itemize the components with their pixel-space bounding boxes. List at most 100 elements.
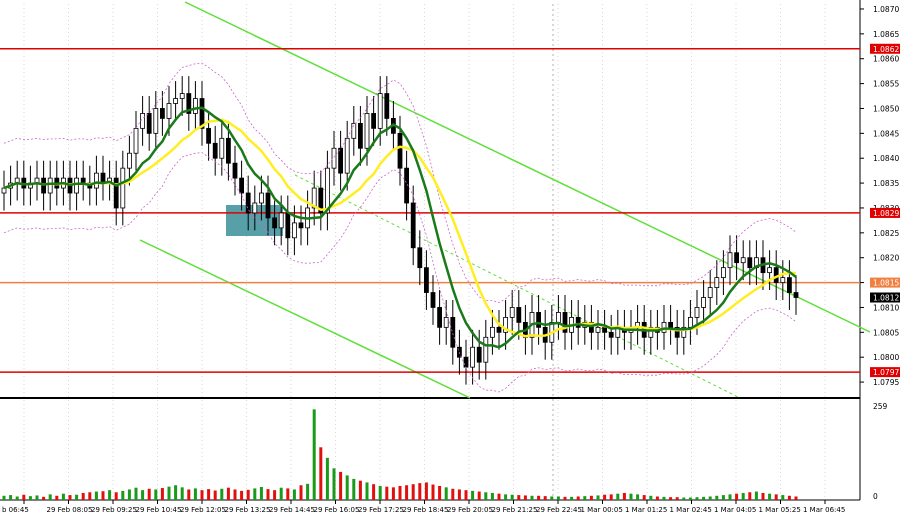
current-price-tag-label: 1.0812 — [873, 294, 899, 303]
volume-bar — [134, 487, 138, 500]
price-tick-label: 1.0825 — [873, 229, 899, 238]
level-price-tag — [870, 43, 900, 54]
ma-fast-line — [3, 106, 797, 349]
moving-averages — [3, 62, 797, 393]
level-price-tag-label: 1.0815 — [873, 279, 899, 288]
volume-bar — [451, 488, 455, 500]
volume-bar — [556, 496, 560, 500]
candle-body — [232, 162, 238, 179]
candle-body — [714, 277, 720, 288]
volume-bar — [787, 495, 791, 500]
candle-body — [278, 212, 284, 229]
volume-bar — [42, 496, 46, 500]
candle-body — [423, 267, 429, 293]
volume-bar — [490, 492, 494, 500]
candle-body — [701, 297, 706, 308]
candle-body — [595, 326, 601, 333]
volume-bar — [781, 495, 785, 500]
candle-body — [417, 247, 423, 269]
candle-body — [668, 321, 673, 328]
volume-bar — [273, 490, 277, 500]
volume-bar — [702, 496, 706, 500]
volume-bar — [537, 495, 541, 500]
candle-body — [252, 202, 258, 214]
volume-bar — [259, 487, 263, 500]
candle-body — [681, 326, 687, 338]
candle-body — [159, 108, 165, 119]
volume-bar — [649, 495, 653, 500]
volume-bar — [669, 497, 673, 500]
candle-body — [727, 252, 733, 269]
volume-bar — [708, 496, 712, 500]
volume-bar — [101, 491, 105, 500]
volume-bar — [299, 485, 303, 500]
candle-body — [740, 257, 746, 264]
volume-bar — [2, 495, 6, 500]
candle-body — [430, 292, 436, 308]
volume-bar — [622, 492, 626, 500]
candle-body — [410, 202, 416, 249]
candle-body — [331, 147, 337, 169]
volume-bar — [741, 492, 745, 500]
candle-body — [265, 192, 271, 219]
candle-body — [113, 177, 119, 209]
level-price-tag-label: 1.0862 — [873, 45, 899, 54]
time-tick-label: 29 Feb 21:25 — [492, 506, 538, 514]
volume-bar — [616, 493, 620, 500]
volume-bar — [748, 492, 752, 500]
candle-body — [694, 307, 700, 318]
candle-body — [443, 317, 449, 328]
volume-bar — [306, 483, 310, 500]
volume-bar — [504, 494, 508, 500]
price-axis: 1.0870 1.0865 1.0860 1.0855 1.0850 1.0845 1.08… — [860, 5, 900, 501]
candle-body — [688, 317, 693, 328]
volume-bar — [279, 487, 283, 500]
candle-body — [258, 192, 264, 204]
candle-body — [153, 108, 159, 134]
volume-bar — [457, 489, 461, 500]
volume-bar — [319, 447, 323, 500]
volume-bar — [728, 494, 732, 500]
candle-body — [470, 346, 476, 368]
level-price-tag-label: 1.0797 — [873, 368, 899, 377]
candle-body — [357, 122, 363, 149]
price-tick-label: 1.0835 — [873, 179, 899, 188]
volume-bar — [563, 496, 567, 500]
envelope-upper-line — [3, 62, 797, 303]
candle-body — [483, 336, 489, 363]
volume-bar — [22, 494, 26, 500]
candle-body — [80, 177, 86, 184]
price-tick-label: 1.0855 — [873, 80, 899, 89]
volume-bar — [253, 488, 257, 500]
candle-body — [74, 177, 79, 194]
candle-body — [285, 212, 291, 239]
volume-bar — [94, 491, 98, 500]
volume-bar — [754, 491, 758, 500]
candle-body — [225, 137, 231, 164]
candle-body — [602, 326, 607, 333]
volume-bar — [497, 493, 501, 500]
volume-bar — [220, 488, 224, 500]
volume-bar — [378, 485, 382, 500]
volume-bar — [721, 495, 725, 500]
candle-body — [324, 167, 330, 214]
volume-bar — [543, 496, 547, 500]
price-tick-label: 1.0800 — [873, 353, 899, 362]
time-tick-label: 29 Feb 12:05 — [180, 506, 226, 514]
candle-body — [556, 312, 561, 323]
volume-bar — [207, 489, 211, 500]
volume-bar — [391, 487, 395, 500]
volume-bar — [589, 495, 593, 500]
volume-bar — [444, 487, 448, 500]
time-tick-label: 29 Feb 08:05 — [47, 506, 93, 514]
volume-bar — [794, 496, 798, 500]
candle-body — [767, 267, 772, 274]
volume-bar — [629, 493, 633, 500]
candle-body — [536, 312, 541, 328]
volume-bar — [471, 490, 475, 500]
volume-bar — [510, 494, 514, 500]
candle-body — [721, 267, 726, 279]
volume-bar — [609, 494, 613, 500]
candle-body — [503, 317, 509, 333]
